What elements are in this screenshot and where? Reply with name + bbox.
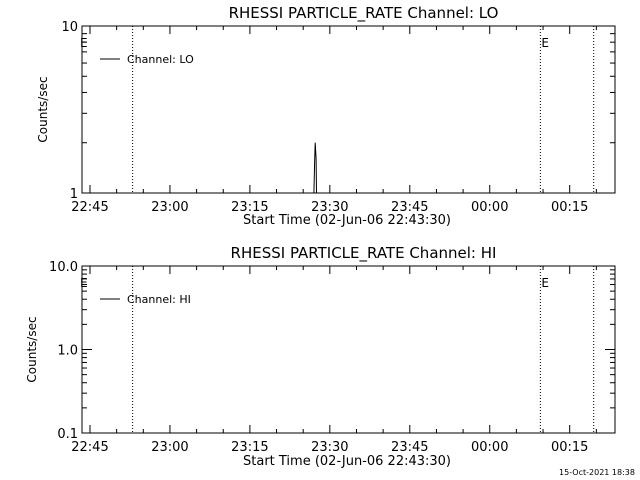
- y-tick-label: 10: [61, 20, 78, 35]
- x-tick-label: 23:45: [391, 440, 428, 455]
- chart-title: RHESSI PARTICLE_RATE Channel: HI: [231, 244, 497, 263]
- x-tick-label: 00:15: [551, 200, 588, 215]
- footer-timestamp: 15-Oct-2021 18:38: [559, 468, 635, 477]
- chart-title: RHESSI PARTICLE_RATE Channel: LO: [229, 4, 499, 23]
- x-axis-label: Start Time (02-Jun-06 22:43:30): [243, 213, 451, 228]
- x-tick-label: 23:15: [231, 200, 268, 215]
- series-line: [313, 142, 318, 194]
- x-tick-label: 00:15: [551, 440, 588, 455]
- event-marker-label: E: [541, 276, 549, 290]
- x-tick-label: 23:00: [151, 440, 188, 455]
- chart-panel-2: RHESSI PARTICLE_RATE Channel: HI Start Ti…: [25, 244, 616, 469]
- y-tick-label: 1.0: [57, 344, 78, 359]
- y-tick-label: 1: [70, 187, 78, 202]
- x-tick-label: 22:45: [71, 200, 108, 215]
- panels: RHESSI PARTICLE_RATE Channel: LO Start Ti…: [25, 4, 616, 469]
- y-tick-label: 0.1: [57, 427, 78, 442]
- plot-frame: [81, 25, 616, 194]
- x-tick-label: 23:00: [151, 200, 188, 215]
- y-axis-label: Counts/sec: [36, 76, 50, 142]
- x-tick-label: 23:30: [311, 440, 348, 455]
- y-tick-label: 10.0: [49, 260, 78, 275]
- edge-marker-label: E: [80, 36, 88, 50]
- x-tick-label: 23:30: [311, 200, 348, 215]
- x-tick-label: 00:00: [471, 200, 508, 215]
- x-tick-label: 23:45: [391, 200, 428, 215]
- legend-entry: Channel: HI: [127, 293, 191, 306]
- x-tick-label: 00:00: [471, 440, 508, 455]
- edge-marker-label: E: [80, 276, 88, 290]
- x-tick-label: 23:15: [231, 440, 268, 455]
- event-marker-label: E: [541, 36, 549, 50]
- x-axis-label: Start Time (02-Jun-06 22:43:30): [243, 454, 451, 469]
- x-tick-label: 22:45: [71, 440, 108, 455]
- legend-entry: Channel: LO: [127, 53, 194, 66]
- y-axis-label: Counts/sec: [25, 316, 39, 382]
- chart-panel-1: RHESSI PARTICLE_RATE Channel: LO Start Ti…: [36, 4, 616, 228]
